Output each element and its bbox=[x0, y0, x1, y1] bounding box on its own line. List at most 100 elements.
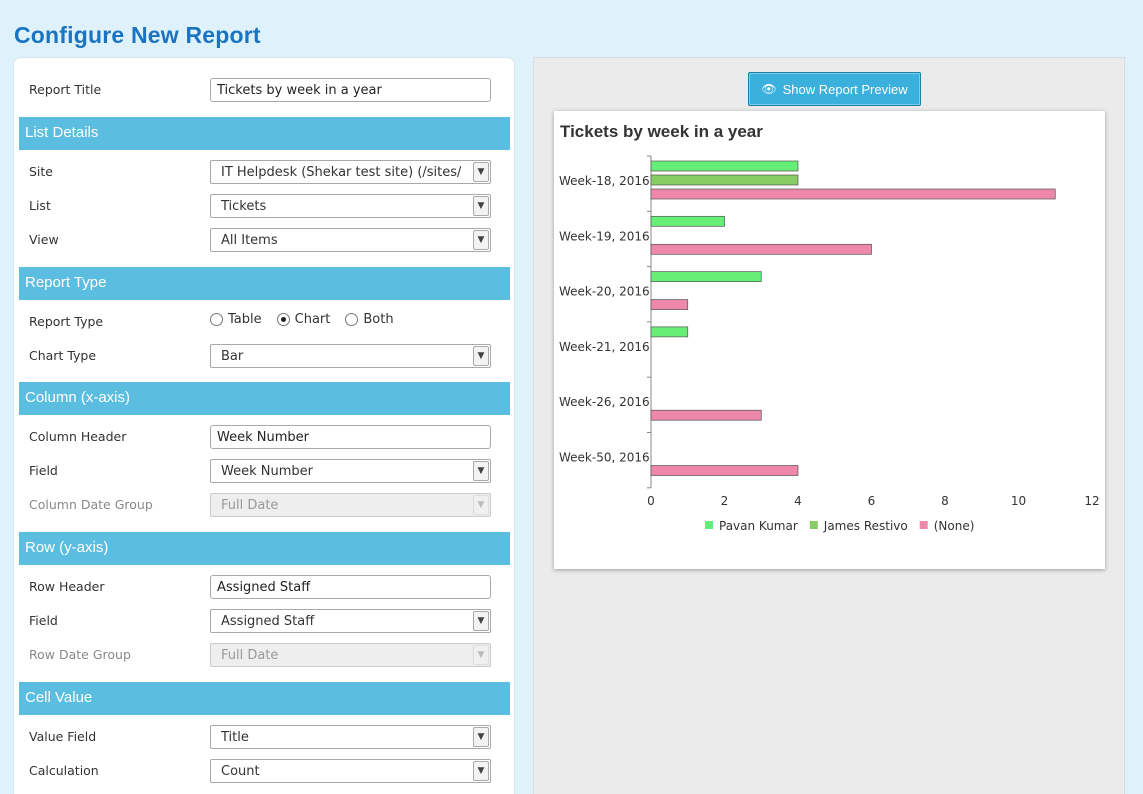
chart-card: Tickets by week in a year Week-18, 2016 W… bbox=[554, 111, 1105, 569]
chevron-down-icon[interactable]: ▼ bbox=[473, 196, 489, 216]
bar bbox=[650, 243, 872, 255]
value-field-select-value: Title bbox=[221, 730, 249, 745]
section-row: Row (y-axis) bbox=[19, 532, 510, 565]
radio-both[interactable] bbox=[345, 313, 359, 326]
column-header-input[interactable]: Week Number bbox=[210, 425, 491, 449]
preview-panel: 👁 Show Report Preview Tickets by week in… bbox=[533, 57, 1125, 794]
row-date-group-row: Row Date Group Full Date ▼ bbox=[14, 643, 514, 669]
radio-chart-label[interactable]: Chart bbox=[294, 312, 331, 327]
section-list-details: List Details bbox=[19, 117, 510, 150]
row-field-select-value: Assigned Staff bbox=[221, 614, 315, 629]
chevron-down-icon[interactable]: ▼ bbox=[473, 230, 489, 250]
radio-both-label[interactable]: Both bbox=[363, 312, 394, 327]
column-date-group-select: Full Date ▼ bbox=[210, 493, 491, 517]
bar-chart: Week-18, 2016 Week-19, 2016 Week-20, 2016 W… bbox=[559, 155, 1100, 533]
value-field-row: Value Field Title ▼ bbox=[14, 725, 514, 751]
row-field-select[interactable]: Assigned Staff ▼ bbox=[210, 609, 491, 633]
site-select[interactable]: IT Helpdesk (Shekar test site) (/sites/d… bbox=[210, 160, 491, 184]
value-field-select[interactable]: Title ▼ bbox=[210, 725, 491, 749]
report-type-label: Report Type bbox=[29, 314, 104, 329]
row-header-label: Row Header bbox=[29, 579, 105, 594]
x-tick-label: 0 bbox=[647, 494, 655, 508]
bar bbox=[650, 215, 725, 227]
category-label: Week-19, 2016 bbox=[559, 229, 650, 243]
report-config-form: Report Title Tickets by week in a year L… bbox=[13, 57, 515, 794]
list-label: List bbox=[29, 198, 51, 213]
chevron-down-icon: ▼ bbox=[473, 495, 489, 515]
column-header-label: Column Header bbox=[29, 429, 127, 444]
x-tick-label: 4 bbox=[794, 494, 802, 508]
report-title-row: Report Title Tickets by week in a year bbox=[14, 78, 514, 104]
radio-table-label[interactable]: Table bbox=[228, 312, 262, 327]
chevron-down-icon[interactable]: ▼ bbox=[473, 611, 489, 631]
report-title-input[interactable]: Tickets by week in a year bbox=[210, 78, 491, 102]
column-date-group-row: Column Date Group Full Date ▼ bbox=[14, 493, 514, 519]
view-select-value: All Items bbox=[221, 233, 278, 248]
section-report-type: Report Type bbox=[19, 267, 510, 300]
radio-table[interactable] bbox=[210, 313, 223, 326]
category-label: Week-26, 2016 bbox=[559, 395, 650, 409]
category-label: Week-21, 2016 bbox=[559, 340, 650, 354]
bar bbox=[650, 160, 799, 172]
legend-swatch bbox=[919, 521, 928, 529]
x-tick-label: 10 bbox=[1011, 494, 1026, 508]
legend-label: James Restivo bbox=[823, 519, 908, 533]
calculation-select-value: Count bbox=[221, 764, 260, 779]
column-date-group-value: Full Date bbox=[221, 498, 279, 513]
column-field-label: Field bbox=[29, 463, 58, 478]
show-report-preview-button[interactable]: 👁 Show Report Preview bbox=[748, 72, 921, 106]
row-date-group-select: Full Date ▼ bbox=[210, 643, 491, 667]
view-label: View bbox=[29, 232, 59, 247]
list-select-value: Tickets bbox=[221, 199, 267, 214]
column-field-select-value: Week Number bbox=[221, 464, 313, 479]
section-column: Column (x-axis) bbox=[19, 382, 510, 415]
chart-type-select-value: Bar bbox=[221, 349, 244, 364]
category-label: Week-18, 2016 bbox=[559, 174, 650, 188]
row-field-label: Field bbox=[29, 613, 58, 628]
column-date-group-label: Column Date Group bbox=[29, 497, 153, 512]
site-row: Site IT Helpdesk (Shekar test site) (/si… bbox=[14, 160, 514, 186]
column-field-select[interactable]: Week Number ▼ bbox=[210, 459, 491, 483]
view-select[interactable]: All Items ▼ bbox=[210, 228, 491, 252]
section-cell-value: Cell Value bbox=[19, 682, 510, 715]
row-header-row: Row Header Assigned Staff bbox=[14, 575, 514, 601]
legend-label: (None) bbox=[934, 519, 975, 533]
calculation-row: Calculation Count ▼ bbox=[14, 759, 514, 785]
list-select[interactable]: Tickets ▼ bbox=[210, 194, 491, 218]
bar bbox=[650, 174, 799, 186]
chart-title: Tickets by week in a year bbox=[560, 122, 763, 141]
chevron-down-icon[interactable]: ▼ bbox=[473, 346, 489, 366]
bar bbox=[650, 299, 689, 310]
calculation-select[interactable]: Count ▼ bbox=[210, 759, 491, 783]
row-date-group-value: Full Date bbox=[221, 648, 279, 663]
chevron-down-icon[interactable]: ▼ bbox=[473, 727, 489, 747]
chevron-down-icon[interactable]: ▼ bbox=[473, 761, 489, 781]
chevron-down-icon[interactable]: ▼ bbox=[473, 461, 489, 481]
x-tick-label: 12 bbox=[1084, 494, 1099, 508]
bar bbox=[650, 188, 1056, 200]
report-type-row: Report Type Table Chart Both bbox=[14, 310, 514, 336]
x-tick-label: 8 bbox=[941, 494, 949, 508]
row-field-row: Field Assigned Staff ▼ bbox=[14, 609, 514, 635]
chart-type-label: Chart Type bbox=[29, 348, 97, 363]
chevron-down-icon[interactable]: ▼ bbox=[473, 162, 489, 182]
eye-icon: 👁 bbox=[761, 82, 777, 96]
chart-type-select[interactable]: Bar ▼ bbox=[210, 344, 491, 368]
category-label: Week-20, 2016 bbox=[559, 285, 650, 299]
radio-chart[interactable] bbox=[276, 313, 290, 326]
x-tick-label: 2 bbox=[721, 494, 729, 508]
legend-label: Pavan Kumar bbox=[719, 519, 798, 533]
calculation-label: Calculation bbox=[29, 763, 99, 778]
legend-swatch bbox=[705, 521, 713, 529]
report-type-radio-group: Table Chart Both bbox=[210, 312, 404, 327]
bar bbox=[650, 465, 799, 476]
report-title-label: Report Title bbox=[29, 82, 102, 97]
legend-swatch bbox=[809, 521, 818, 529]
bar bbox=[650, 326, 689, 338]
value-field-label: Value Field bbox=[29, 729, 97, 744]
column-field-row: Field Week Number ▼ bbox=[14, 459, 514, 485]
row-header-input[interactable]: Assigned Staff bbox=[210, 575, 491, 599]
row-date-group-label: Row Date Group bbox=[29, 647, 131, 662]
site-select-value: IT Helpdesk (Shekar test site) (/sites/d… bbox=[221, 165, 461, 180]
view-row: View All Items ▼ bbox=[14, 228, 514, 254]
